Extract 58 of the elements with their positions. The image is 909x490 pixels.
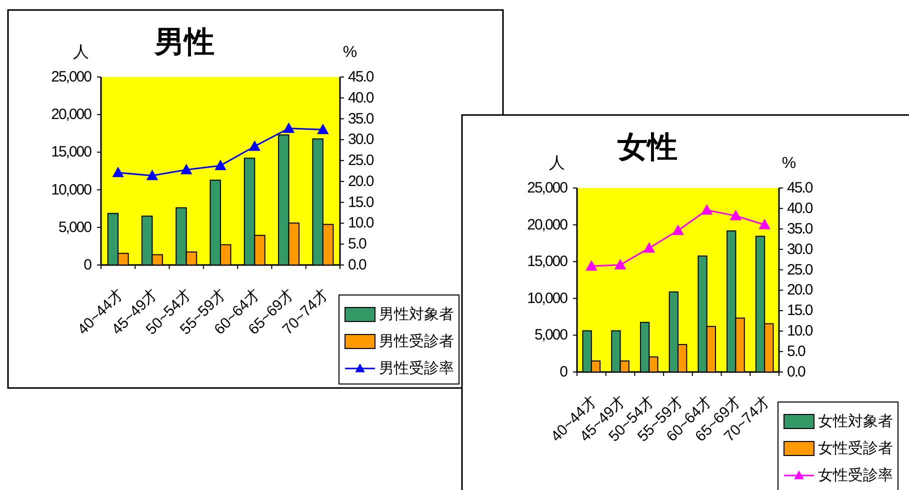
y-tick-label: 5,000 [534, 326, 568, 344]
legend-label: 男性受診率 [379, 360, 454, 377]
y2-tick-label: 5.0 [348, 236, 367, 253]
y2-tick-label: 20.0 [348, 172, 374, 190]
y2-tick-label: 20.0 [787, 282, 813, 299]
chart-title: 男性 [154, 26, 215, 59]
y-tick-label: 15,000 [51, 144, 92, 161]
point [644, 242, 655, 253]
point [215, 160, 226, 170]
y2-tick-label: 30.0 [787, 240, 813, 258]
y2-tick-label: 40.0 [348, 89, 374, 106]
y2-tick-label: 40.0 [787, 200, 813, 217]
y2-tick-label: 30.0 [348, 131, 374, 148]
point [112, 167, 124, 178]
legend-label: 女性受診率 [818, 467, 893, 484]
legend-label: 女性対象者 [818, 413, 893, 430]
y-tick-label: 25,000 [527, 180, 568, 196]
legend-label: 男性対象者 [379, 306, 454, 323]
y-tick-label: 15,000 [527, 253, 568, 270]
y2-axis-title: % [342, 44, 358, 61]
y2-tick-label: 10.0 [348, 214, 374, 232]
y-tick-label: 10,000 [527, 290, 568, 307]
y2-tick-label: 0.0 [787, 364, 806, 380]
legend-label: 女性受診者 [818, 440, 893, 457]
point [614, 259, 626, 270]
y2-tick-label: 35.0 [348, 110, 374, 128]
point [283, 122, 294, 133]
point [146, 170, 158, 180]
point [249, 140, 260, 151]
y-tick-label: 10,000 [51, 181, 92, 198]
point [180, 164, 192, 174]
y2-tick-label: 35.0 [787, 220, 813, 238]
y2-axis-title: % [782, 155, 796, 172]
y-tick-label: 0 [84, 256, 92, 274]
point [730, 210, 742, 220]
y-tick-label: 5,000 [58, 218, 92, 236]
y-tick-label: 20,000 [51, 106, 92, 124]
y2-tick-label: 15.0 [348, 194, 374, 211]
y2-tick-label: 15.0 [787, 302, 813, 320]
point [317, 124, 328, 134]
y-tick-label: 20,000 [527, 216, 568, 234]
y2-tick-label: 5.0 [787, 343, 806, 360]
point [672, 225, 684, 236]
y2-tick-label: 0.0 [348, 256, 367, 274]
y-axis-title: 人 [73, 44, 89, 61]
y-axis-title: 人 [549, 155, 565, 172]
y2-tick-label: 25.0 [348, 152, 374, 170]
y-tick-label: 0 [560, 364, 568, 380]
legend-label: 男性受診者 [379, 333, 454, 350]
chart-title: 女性 [616, 131, 678, 164]
point [759, 219, 770, 230]
point [701, 204, 712, 215]
y2-tick-label: 45.0 [787, 180, 813, 196]
y2-tick-label: 10.0 [787, 322, 813, 340]
y2-tick-label: 25.0 [787, 261, 813, 278]
y-tick-label: 25,000 [51, 68, 92, 86]
y2-tick-label: 45.0 [348, 68, 374, 86]
point [586, 260, 597, 271]
